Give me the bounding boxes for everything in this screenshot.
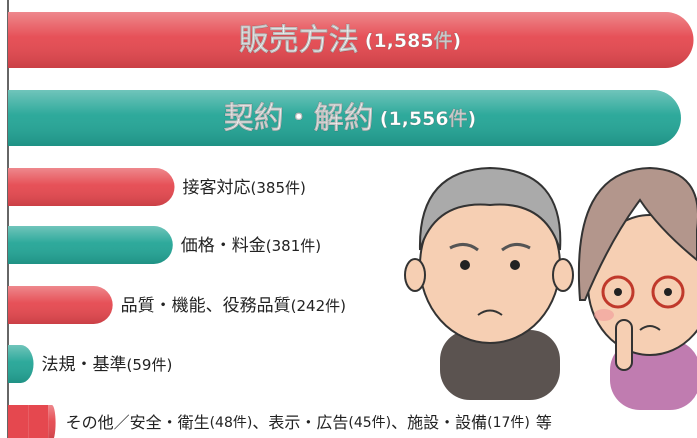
value-label: (17件) bbox=[487, 415, 530, 431]
bar-shine bbox=[48, 405, 55, 438]
separator: 、 bbox=[391, 413, 407, 432]
value-label: (48件) bbox=[210, 415, 253, 431]
bar-shine bbox=[8, 168, 175, 206]
bar-label: その他／安全・衛生(48件)、表示・広告(45件)、施設・設備(17件)等 bbox=[66, 413, 552, 432]
category-label: 安全・衛生 bbox=[130, 413, 210, 432]
bar-label: 品質・機能、役務品質(242件) bbox=[121, 296, 346, 316]
bar-label: 接客対応(385件) bbox=[183, 178, 306, 198]
chart: 販売方法 (1,585件) 契約・解約 (1,556件) 接客対応(385件) 価格・料金… bbox=[0, 0, 697, 438]
other-label: その他／ bbox=[66, 413, 130, 432]
bar-segment bbox=[29, 405, 48, 438]
bar-shine bbox=[8, 286, 113, 324]
category-label: 価格・料金 bbox=[181, 236, 266, 256]
bar-label: 法規・基準(59件) bbox=[42, 355, 173, 375]
illustration bbox=[405, 168, 697, 410]
value-label: (1,556件) bbox=[380, 107, 476, 130]
category-label: 販売方法 bbox=[239, 23, 359, 58]
value-label: (1,585件) bbox=[365, 29, 461, 52]
category-label: 法規・基準 bbox=[42, 355, 127, 375]
category-label: 表示・広告 bbox=[268, 413, 348, 432]
bar-shine bbox=[8, 345, 34, 383]
category-label: 施設・設備 bbox=[407, 413, 487, 432]
bar-shine bbox=[8, 226, 173, 264]
value-label: (385件) bbox=[251, 179, 306, 197]
bar-segment bbox=[8, 405, 29, 438]
value-label: (45件) bbox=[348, 415, 391, 431]
category-label: 接客対応 bbox=[183, 178, 251, 198]
bar-label: 価格・料金(381件) bbox=[181, 236, 321, 256]
value-label: (381件) bbox=[266, 237, 321, 255]
separator: 、 bbox=[252, 413, 268, 432]
suffix: 等 bbox=[536, 413, 552, 432]
category-label: 契約・解約 bbox=[224, 101, 374, 136]
value-label: (242件) bbox=[291, 297, 346, 315]
value-label: (59件) bbox=[127, 356, 173, 374]
category-label: 品質・機能、役務品質 bbox=[121, 296, 291, 316]
